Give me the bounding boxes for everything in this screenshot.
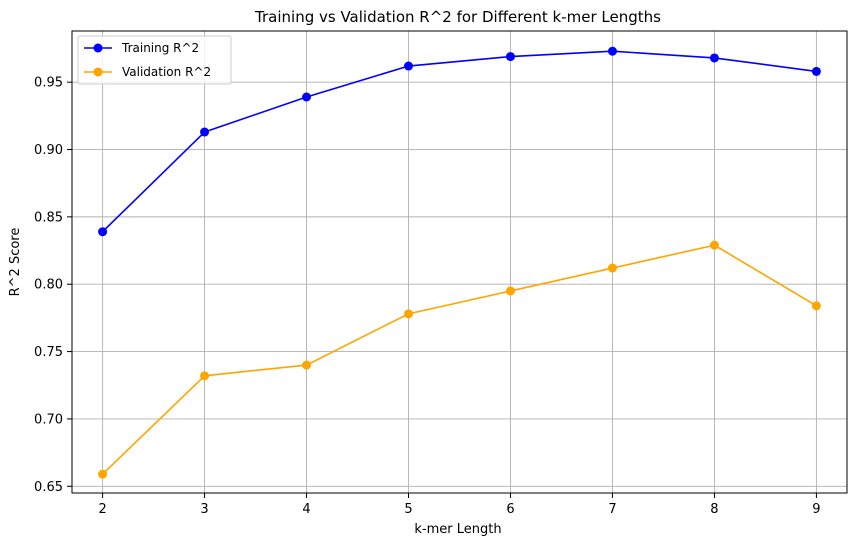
legend-marker-validation — [93, 67, 103, 77]
y-tick-label: 0.65 — [34, 480, 63, 495]
data-point-0 — [505, 52, 515, 62]
y-tick-label: 0.90 — [34, 143, 63, 158]
data-point-1 — [404, 309, 414, 319]
series-layer — [98, 46, 821, 479]
data-point-0 — [302, 92, 312, 102]
x-tick-label: 6 — [506, 502, 514, 517]
data-point-1 — [505, 286, 515, 296]
data-point-1 — [302, 360, 312, 370]
y-axis-title: R^2 Score — [8, 228, 23, 297]
x-tick-label: 2 — [98, 502, 106, 517]
data-point-0 — [811, 66, 821, 76]
data-point-0 — [607, 46, 617, 56]
plot-area-frame — [71, 30, 848, 494]
x-tick-label: 8 — [710, 502, 718, 517]
legend: Training R^2 Validation R^2 — [77, 35, 232, 85]
grid-lines — [72, 31, 847, 493]
y-tick-label: 0.70 — [34, 412, 63, 427]
y-tick-label: 0.85 — [34, 210, 63, 225]
data-point-1 — [709, 240, 719, 250]
data-point-1 — [811, 301, 821, 311]
legend-label-validation: Validation R^2 — [122, 65, 211, 79]
series-line-1 — [102, 244, 817, 475]
y-tick-label: 0.95 — [34, 76, 63, 91]
x-tick-label: 5 — [404, 502, 412, 517]
y-tick-label: 0.80 — [34, 278, 63, 293]
data-point-0 — [98, 227, 108, 237]
data-point-0 — [709, 53, 719, 63]
chart-title: Training vs Validation R^2 for Different… — [254, 8, 661, 26]
x-tick-label: 4 — [302, 502, 310, 517]
axis-ticks: 2 3 4 5 6 7 8 9 0.65 0.70 0.75 0.80 0.85 0.90 0.95 — [34, 76, 821, 517]
legend-label-training: Training R^2 — [121, 41, 199, 55]
y-tick-label: 0.75 — [34, 345, 63, 360]
data-point-1 — [200, 371, 210, 381]
x-tick-label: 7 — [608, 502, 616, 517]
series-line-0 — [102, 50, 817, 233]
legend-marker-training — [93, 43, 103, 53]
data-point-1 — [98, 469, 108, 479]
x-tick-label: 9 — [812, 502, 820, 517]
x-tick-label: 3 — [200, 502, 208, 517]
data-point-0 — [200, 127, 210, 137]
x-axis-title: k-mer Length — [414, 522, 501, 537]
data-point-0 — [404, 61, 414, 71]
legend-box — [77, 35, 232, 85]
data-point-1 — [607, 263, 617, 273]
